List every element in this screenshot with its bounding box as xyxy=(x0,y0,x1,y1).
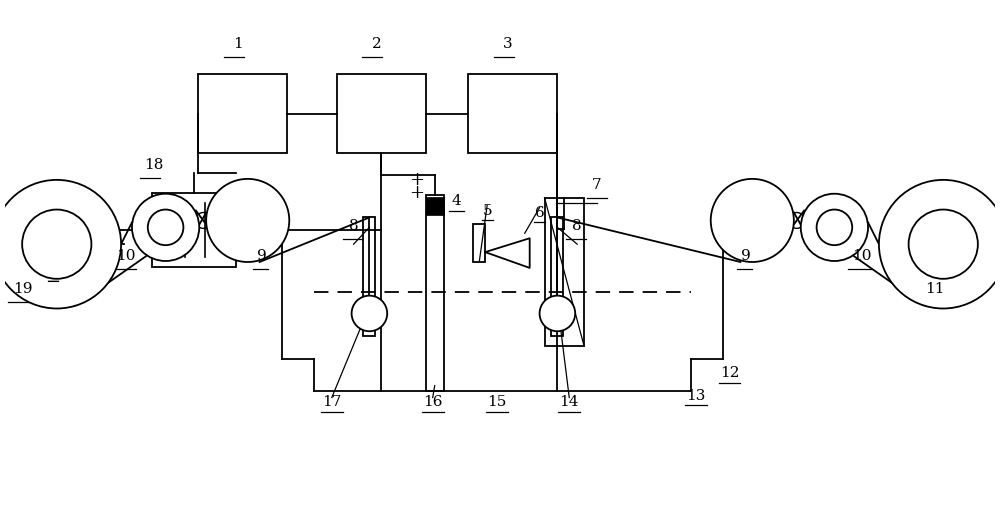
Circle shape xyxy=(879,180,1000,309)
Bar xyxy=(152,193,236,267)
Circle shape xyxy=(22,209,91,279)
Circle shape xyxy=(206,179,289,262)
Bar xyxy=(198,74,287,153)
Circle shape xyxy=(540,295,575,331)
Text: 10: 10 xyxy=(852,249,872,263)
Circle shape xyxy=(195,212,211,228)
Text: 19: 19 xyxy=(13,282,33,295)
Text: 9: 9 xyxy=(257,249,266,263)
Text: 9: 9 xyxy=(741,249,751,263)
Text: 6: 6 xyxy=(535,206,544,220)
Text: 5: 5 xyxy=(482,204,492,218)
Text: 8: 8 xyxy=(349,219,358,233)
Circle shape xyxy=(817,209,852,245)
Text: 1: 1 xyxy=(233,38,243,51)
Circle shape xyxy=(132,194,199,261)
Text: 15: 15 xyxy=(487,396,507,409)
Circle shape xyxy=(148,209,183,245)
Text: 12: 12 xyxy=(720,366,739,380)
Text: 4: 4 xyxy=(452,194,461,208)
Circle shape xyxy=(711,179,794,262)
Circle shape xyxy=(352,295,387,331)
Bar xyxy=(337,74,426,153)
Circle shape xyxy=(52,180,62,190)
Text: +: + xyxy=(409,184,424,201)
Text: 3: 3 xyxy=(503,38,513,51)
Circle shape xyxy=(909,209,978,279)
Text: 8: 8 xyxy=(572,219,582,233)
Bar xyxy=(363,218,375,336)
Circle shape xyxy=(0,180,121,309)
Text: 16: 16 xyxy=(423,396,442,409)
Bar xyxy=(468,74,557,153)
Text: 14: 14 xyxy=(560,396,579,409)
Text: −: − xyxy=(45,273,60,291)
Bar xyxy=(426,195,444,390)
Text: 18: 18 xyxy=(144,158,163,172)
Text: 7: 7 xyxy=(592,178,602,192)
Bar xyxy=(551,218,563,336)
Bar xyxy=(426,197,444,215)
Text: 11: 11 xyxy=(926,282,945,295)
Bar xyxy=(545,198,584,346)
Text: 13: 13 xyxy=(686,388,706,402)
Text: 17: 17 xyxy=(322,396,341,409)
Circle shape xyxy=(789,212,805,228)
Circle shape xyxy=(801,194,868,261)
Text: 2: 2 xyxy=(371,38,381,51)
Text: +: + xyxy=(409,171,424,189)
Text: 10: 10 xyxy=(116,249,136,263)
Bar xyxy=(473,224,485,262)
